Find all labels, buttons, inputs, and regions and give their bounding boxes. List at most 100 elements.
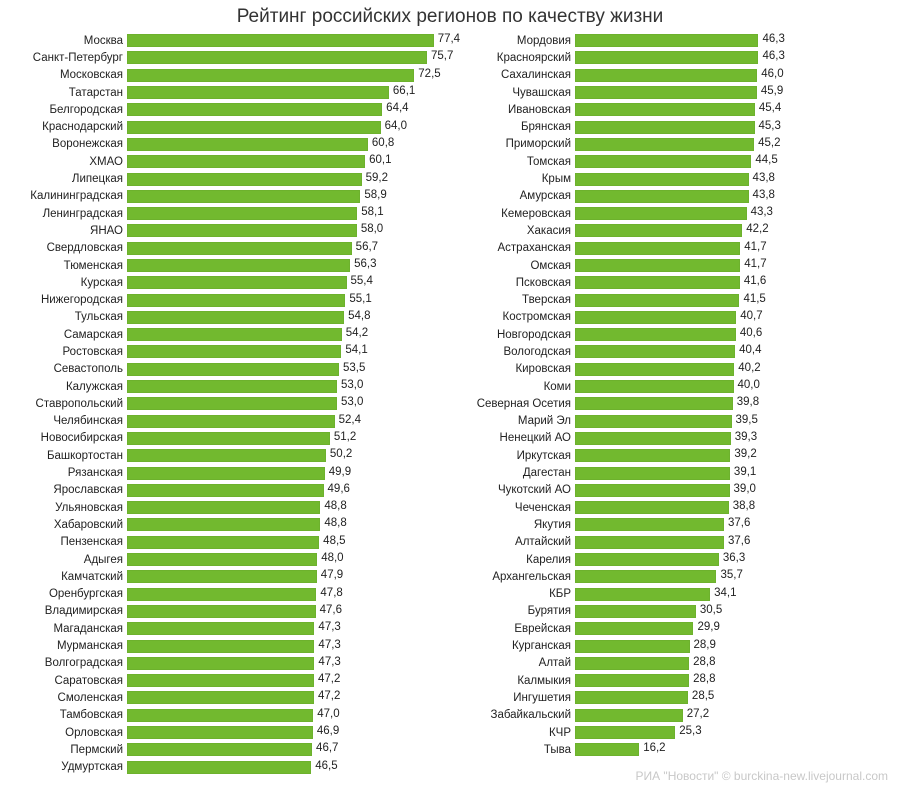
- row-label: Оренбургская: [8, 588, 127, 600]
- bar: [575, 397, 733, 410]
- chart-title: Рейтинг российских регионов по качеству …: [0, 0, 900, 32]
- chart-row: Новосибирская51,2: [8, 430, 444, 447]
- bar-track: 54,8: [127, 311, 444, 324]
- bar-value: 40,7: [740, 310, 762, 322]
- row-label: Коми: [456, 381, 575, 393]
- row-label: Волгоградская: [8, 657, 127, 669]
- row-label: Костромская: [456, 311, 575, 323]
- chart-row: Челябинская52,4: [8, 413, 444, 430]
- bar: [575, 363, 734, 376]
- bar-track: 48,8: [127, 518, 444, 531]
- chart-row: Хабаровский48,8: [8, 516, 444, 533]
- chart-row: Ульяновская48,8: [8, 499, 444, 516]
- row-label: Крым: [456, 173, 575, 185]
- bar: [575, 51, 758, 64]
- row-label: Ивановская: [456, 104, 575, 116]
- bar-value: 35,7: [720, 569, 742, 581]
- bar-value: 46,0: [761, 68, 783, 80]
- bar-track: 47,0: [127, 709, 444, 722]
- bar-value: 38,8: [733, 500, 755, 512]
- bar-value: 45,2: [758, 137, 780, 149]
- chart-row: Вологодская40,4: [456, 343, 892, 360]
- chart-row: Адыгея48,0: [8, 551, 444, 568]
- bar: [127, 173, 362, 186]
- bar-track: 72,5: [127, 69, 444, 82]
- row-label: Сахалинская: [456, 69, 575, 81]
- bar: [575, 588, 710, 601]
- row-label: Пермский: [8, 744, 127, 756]
- chart-row: Амурская43,8: [456, 188, 892, 205]
- bar: [575, 380, 734, 393]
- chart-row: Курганская28,9: [456, 637, 892, 654]
- bar: [127, 518, 320, 531]
- bar-value: 29,9: [697, 621, 719, 633]
- chart-row: Алтайский 37,6: [456, 534, 892, 551]
- bar-value: 54,2: [346, 327, 368, 339]
- bar: [575, 345, 735, 358]
- chart-row: Ставропольский 53,0: [8, 395, 444, 412]
- bar-value: 59,2: [366, 172, 388, 184]
- chart-row: Кемеровская43,3: [456, 205, 892, 222]
- bar: [127, 622, 314, 635]
- bar-value: 39,3: [735, 431, 757, 443]
- row-label: Чеченская: [456, 502, 575, 514]
- bar: [127, 726, 313, 739]
- bar: [127, 294, 345, 307]
- bar: [127, 432, 330, 445]
- bar-value: 53,0: [341, 396, 363, 408]
- bar-track: 46,9: [127, 726, 444, 739]
- row-label: Курская: [8, 277, 127, 289]
- bar: [575, 224, 742, 237]
- chart-row: Астраханская41,7: [456, 240, 892, 257]
- bar-value: 37,6: [728, 535, 750, 547]
- chart-row: Забайкальский27,2: [456, 707, 892, 724]
- bar-value: 47,0: [317, 708, 339, 720]
- bar-value: 53,5: [343, 362, 365, 374]
- bar: [127, 536, 319, 549]
- bar-track: 38,8: [575, 501, 892, 514]
- row-label: Удмуртская: [8, 761, 127, 773]
- bar-value: 41,6: [744, 275, 766, 287]
- bar-track: 30,5: [575, 605, 892, 618]
- row-label: Чувашская: [456, 87, 575, 99]
- bar-value: 36,3: [723, 552, 745, 564]
- bar-track: 40,4: [575, 345, 892, 358]
- bar: [127, 553, 317, 566]
- bar-value: 16,2: [643, 742, 665, 754]
- bar: [127, 484, 324, 497]
- chart-row: Тверская41,5: [456, 291, 892, 308]
- chart-column-left: Москва77,4Санкт-Петербург75,7Московская7…: [8, 32, 444, 776]
- chart-row: ХМАО60,1: [8, 153, 444, 170]
- row-label: Якутия: [456, 519, 575, 531]
- bar-track: 45,4: [575, 103, 892, 116]
- bar-value: 47,3: [318, 639, 340, 651]
- bar: [127, 605, 316, 618]
- bar-track: 41,7: [575, 259, 892, 272]
- row-label: Москва: [8, 35, 127, 47]
- bar-track: 75,7: [127, 51, 444, 64]
- chart-row: Тамбовская47,0: [8, 707, 444, 724]
- bar: [127, 121, 381, 134]
- bar: [575, 242, 740, 255]
- bar-track: 48,5: [127, 536, 444, 549]
- row-label: Еврейская: [456, 623, 575, 635]
- row-label: Липецкая: [8, 173, 127, 185]
- row-label: Алтайский: [456, 536, 575, 548]
- chart-row: Магаданская47,3: [8, 620, 444, 637]
- chart-row: Оренбургская47,8: [8, 586, 444, 603]
- chart-row: Алтай28,8: [456, 655, 892, 672]
- bar: [127, 51, 427, 64]
- bar-track: 47,2: [127, 691, 444, 704]
- row-label: Ставропольский: [8, 398, 127, 410]
- bar: [575, 432, 731, 445]
- bar-value: 40,2: [738, 362, 760, 374]
- bar-track: 53,5: [127, 363, 444, 376]
- chart-row: Псковская41,6: [456, 274, 892, 291]
- bar: [575, 536, 724, 549]
- bar-value: 58,1: [361, 206, 383, 218]
- bar-value: 48,0: [321, 552, 343, 564]
- bar-track: 35,7: [575, 570, 892, 583]
- bar: [127, 397, 337, 410]
- chart-row: Воронежская60,8: [8, 136, 444, 153]
- bar: [575, 467, 730, 480]
